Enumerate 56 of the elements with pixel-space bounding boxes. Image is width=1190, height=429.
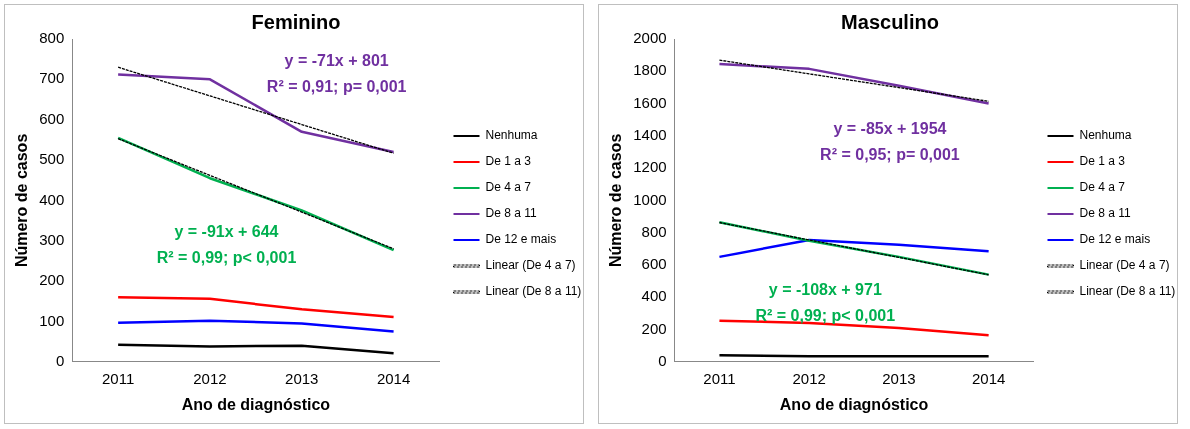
y-tick-label: 1800 xyxy=(633,61,667,79)
legend-label: Linear (De 4 a 7) xyxy=(485,258,576,273)
y-tick-label: 400 xyxy=(641,287,667,305)
legend-label: De 4 a 7 xyxy=(1079,180,1126,195)
legend-label: De 4 a 7 xyxy=(485,180,532,195)
y-tick-label: 1200 xyxy=(633,158,667,176)
annotation: R² = 0,91; p= 0,001 xyxy=(266,77,407,95)
legend-label: Linear (De 8 a 11) xyxy=(485,284,582,299)
chart-title: Masculino xyxy=(841,10,939,33)
y-tick-label: 0 xyxy=(55,351,65,369)
x-tick-label: 2012 xyxy=(792,369,826,387)
y-tick-label: 0 xyxy=(658,351,667,369)
y-tick-label: 1000 xyxy=(633,190,667,208)
legend-label: De 8 a 11 xyxy=(485,206,537,221)
y-tick-label: 700 xyxy=(39,69,65,87)
legend-label: Linear (De 4 a 7) xyxy=(1079,258,1170,273)
annotation: R² = 0,99; p< 0,001 xyxy=(755,307,896,325)
y-tick-label: 600 xyxy=(641,255,667,273)
annotation: R² = 0,99; p< 0,001 xyxy=(156,248,297,266)
y-tick-label: 400 xyxy=(39,190,65,208)
x-tick-label: 2014 xyxy=(376,369,411,387)
y-tick-label: 300 xyxy=(39,230,65,248)
y-axis-title: Número de casos xyxy=(607,133,625,268)
x-axis-title: Ano de diagnóstico xyxy=(181,395,331,413)
y-tick-label: 2000 xyxy=(633,29,667,47)
legend-label: Nenhuma xyxy=(1079,128,1132,143)
x-tick-label: 2013 xyxy=(285,369,319,387)
legend-label: De 1 a 3 xyxy=(485,154,532,169)
annotation: R² = 0,95; p= 0,001 xyxy=(820,145,960,163)
legend-label: De 1 a 3 xyxy=(1079,154,1126,169)
legend-label: De 8 a 11 xyxy=(1079,206,1131,221)
y-axis-title: Número de casos xyxy=(13,133,31,268)
x-tick-label: 2011 xyxy=(102,369,135,387)
y-tick-label: 1400 xyxy=(633,125,667,143)
annotation: y = -71x + 801 xyxy=(284,52,389,69)
x-tick-label: 2011 xyxy=(703,369,736,387)
chart-title: Feminino xyxy=(251,10,341,33)
x-tick-label: 2013 xyxy=(882,369,916,387)
x-tick-label: 2012 xyxy=(193,369,227,387)
y-tick-label: 600 xyxy=(39,109,65,127)
legend-label: Linear (De 8 a 11) xyxy=(1079,284,1176,299)
x-axis-title: Ano de diagnóstico xyxy=(779,395,929,413)
annotation: y = -108x + 971 xyxy=(768,281,882,299)
x-tick-label: 2014 xyxy=(971,369,1006,387)
legend-label: De 12 e mais xyxy=(485,232,557,247)
y-tick-label: 100 xyxy=(39,311,65,329)
y-tick-label: 500 xyxy=(39,150,65,168)
y-tick-label: 800 xyxy=(641,222,667,240)
y-tick-label: 200 xyxy=(641,319,667,337)
legend-label: De 12 e mais xyxy=(1079,232,1151,247)
y-tick-label: 1600 xyxy=(633,93,667,111)
y-tick-label: 200 xyxy=(39,271,65,289)
annotation: y = -91x + 644 xyxy=(174,223,279,241)
annotation: y = -85x + 1954 xyxy=(833,119,947,137)
legend-label: Nenhuma xyxy=(485,128,538,143)
y-tick-label: 800 xyxy=(39,29,65,47)
